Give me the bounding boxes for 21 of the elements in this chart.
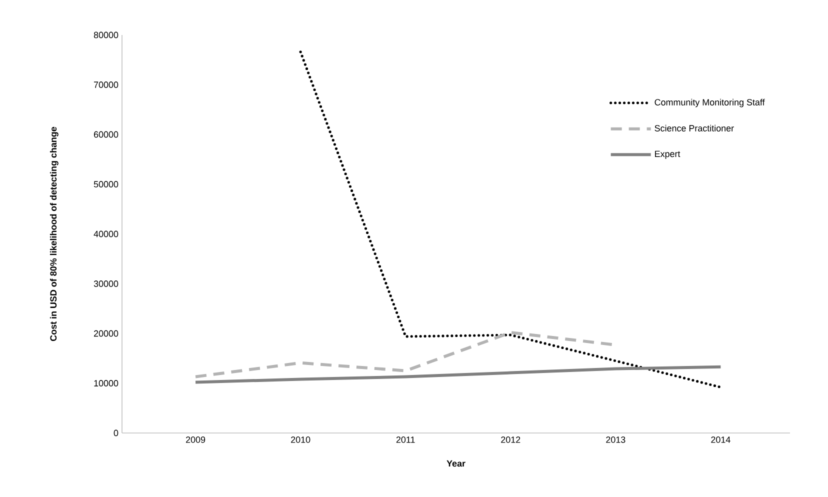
y-tick-label: 60000 [94,131,118,138]
x-tick-label: 2010 [291,436,310,443]
x-tick-label: 2009 [186,436,206,443]
y-tick-label: 70000 [94,82,118,88]
y-tick-label: 20000 [94,330,118,337]
legend-label: Science Practitioner [654,124,734,132]
x-tick-label: 2011 [396,436,415,443]
y-tick-label: 10000 [94,380,118,386]
legend-label: Community Monitoring Staff [654,98,765,108]
y-tick-label: 30000 [94,280,118,287]
x-tick-label: 2014 [711,436,730,443]
y-tick-label: 80000 [94,32,118,38]
y-tick-label: 40000 [94,230,118,238]
x-axis-title: Year [446,460,466,467]
y-tick-label: 50000 [94,181,118,188]
x-tick-label: 2013 [606,436,626,443]
x-tick-label: 2012 [501,436,520,443]
y-tick-label: 0 [114,430,118,436]
y-axis-title: Cost in USD of 80% likelihood of detecting change [50,126,58,341]
legend-label: Expert [655,150,680,159]
line-series [194,365,722,384]
